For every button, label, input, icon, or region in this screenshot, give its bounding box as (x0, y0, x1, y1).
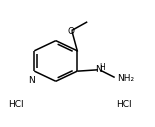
Text: NH₂: NH₂ (117, 74, 134, 83)
Text: HCl: HCl (8, 100, 23, 109)
Text: O: O (68, 27, 75, 36)
Text: N: N (96, 65, 102, 74)
Text: HCl: HCl (116, 100, 132, 109)
Text: N: N (28, 76, 35, 85)
Text: H: H (99, 63, 105, 72)
